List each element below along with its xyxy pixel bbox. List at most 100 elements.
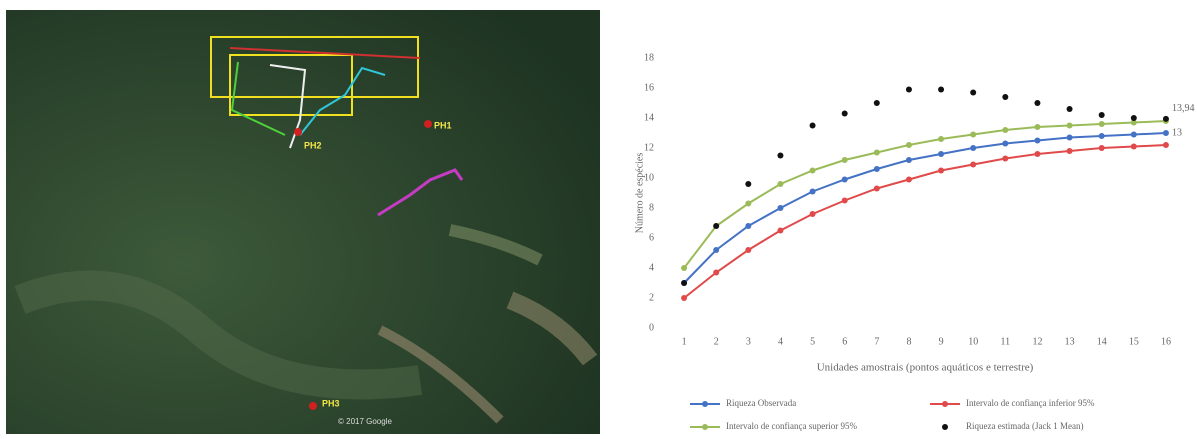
x-tick-label: 15 bbox=[1129, 336, 1139, 347]
x-tick-label: 3 bbox=[746, 336, 751, 347]
legend-swatch bbox=[702, 401, 708, 407]
y-tick-label: 12 bbox=[644, 142, 654, 153]
map-label: PH2 bbox=[304, 140, 322, 150]
map-label: PH3 bbox=[322, 398, 340, 408]
data-point bbox=[938, 87, 944, 93]
data-point bbox=[874, 166, 880, 172]
data-point bbox=[938, 136, 944, 142]
figure: PH1 PH2 PH3 © 2017 Google Número de espé… bbox=[0, 0, 1197, 434]
data-point bbox=[842, 157, 848, 163]
satellite-map: PH1 PH2 PH3 © 2017 Google bbox=[6, 10, 600, 434]
page: PH1 PH2 PH3 © 2017 Google Número de espé… bbox=[0, 0, 1197, 439]
data-point bbox=[970, 132, 976, 138]
data-point bbox=[1099, 133, 1105, 139]
data-point bbox=[713, 223, 719, 229]
point-marker bbox=[309, 402, 317, 410]
x-axis-label: Unidades amostrais (pontos aquáticos e t… bbox=[817, 362, 1034, 374]
data-point bbox=[1002, 127, 1008, 133]
y-tick-label: 6 bbox=[649, 232, 654, 243]
y-tick-label: 8 bbox=[649, 202, 654, 213]
data-point bbox=[713, 270, 719, 276]
data-point bbox=[970, 90, 976, 96]
data-point bbox=[681, 280, 687, 286]
data-point bbox=[1002, 156, 1008, 162]
data-point bbox=[1034, 138, 1040, 144]
data-label: 13 bbox=[1172, 127, 1182, 138]
x-tick-label: 2 bbox=[714, 336, 719, 347]
data-point bbox=[842, 177, 848, 183]
x-tick-label: 5 bbox=[810, 336, 815, 347]
legend-swatch bbox=[942, 424, 948, 430]
data-point bbox=[842, 198, 848, 204]
data-point bbox=[874, 100, 880, 106]
x-tick-label: 12 bbox=[1032, 336, 1042, 347]
x-tick-label: 10 bbox=[968, 336, 978, 347]
data-point bbox=[681, 265, 687, 271]
data-point bbox=[1067, 148, 1073, 154]
data-point bbox=[1034, 124, 1040, 130]
legend-label: Riqueza Observada bbox=[726, 398, 796, 408]
y-axis-label: Número de espécies bbox=[634, 153, 645, 234]
data-point bbox=[745, 201, 751, 207]
data-point bbox=[1131, 115, 1137, 121]
x-tick-label: 13 bbox=[1065, 336, 1075, 347]
y-tick-label: 0 bbox=[649, 322, 654, 333]
data-point bbox=[681, 295, 687, 301]
data-point bbox=[1163, 116, 1169, 122]
data-point bbox=[906, 87, 912, 93]
legend-swatch bbox=[942, 401, 948, 407]
y-tick-label: 16 bbox=[644, 82, 654, 93]
data-point bbox=[810, 189, 816, 195]
data-point bbox=[906, 157, 912, 163]
y-tick-label: 10 bbox=[644, 172, 654, 183]
legend-label: Intervalo de confiança superior 95% bbox=[726, 421, 857, 431]
data-point bbox=[745, 223, 751, 229]
data-point bbox=[777, 205, 783, 211]
legend-swatch bbox=[702, 424, 708, 430]
data-point bbox=[810, 168, 816, 174]
data-point bbox=[1002, 94, 1008, 100]
data-point bbox=[938, 151, 944, 157]
data-label: 13,94 bbox=[1172, 103, 1195, 114]
x-tick-label: 4 bbox=[778, 336, 783, 347]
data-point bbox=[1002, 141, 1008, 147]
data-point bbox=[906, 142, 912, 148]
data-point bbox=[1131, 132, 1137, 138]
point-marker bbox=[424, 120, 432, 128]
data-point bbox=[1067, 106, 1073, 112]
data-point bbox=[970, 145, 976, 151]
y-tick-label: 4 bbox=[649, 262, 654, 273]
point-marker bbox=[294, 128, 302, 136]
x-tick-label: 9 bbox=[939, 336, 944, 347]
data-point bbox=[745, 181, 751, 187]
x-tick-label: 11 bbox=[1000, 336, 1010, 347]
data-point bbox=[1163, 142, 1169, 148]
data-point bbox=[874, 150, 880, 156]
legend-label: Riqueza estimada (Jack 1 Mean) bbox=[966, 421, 1083, 431]
data-point bbox=[777, 153, 783, 159]
y-tick-label: 2 bbox=[649, 292, 654, 303]
data-point bbox=[1067, 123, 1073, 129]
x-tick-label: 1 bbox=[682, 336, 687, 347]
data-point bbox=[777, 181, 783, 187]
data-point bbox=[842, 111, 848, 117]
data-point bbox=[713, 247, 719, 253]
x-tick-label: 6 bbox=[842, 336, 847, 347]
data-point bbox=[1131, 144, 1137, 150]
data-point bbox=[874, 186, 880, 192]
map-label: PH1 bbox=[434, 120, 452, 130]
data-point bbox=[1099, 112, 1105, 118]
data-point bbox=[938, 168, 944, 174]
data-point bbox=[1099, 121, 1105, 127]
data-point bbox=[970, 162, 976, 168]
series-line bbox=[684, 133, 1166, 283]
data-point bbox=[777, 228, 783, 234]
data-point bbox=[745, 247, 751, 253]
x-tick-label: 14 bbox=[1097, 336, 1107, 347]
data-point bbox=[1099, 145, 1105, 151]
x-tick-label: 7 bbox=[874, 336, 879, 347]
legend-label: Intervalo de confiança inferior 95% bbox=[966, 398, 1095, 408]
x-tick-label: 8 bbox=[906, 336, 911, 347]
data-point bbox=[1067, 135, 1073, 141]
data-point bbox=[810, 123, 816, 129]
